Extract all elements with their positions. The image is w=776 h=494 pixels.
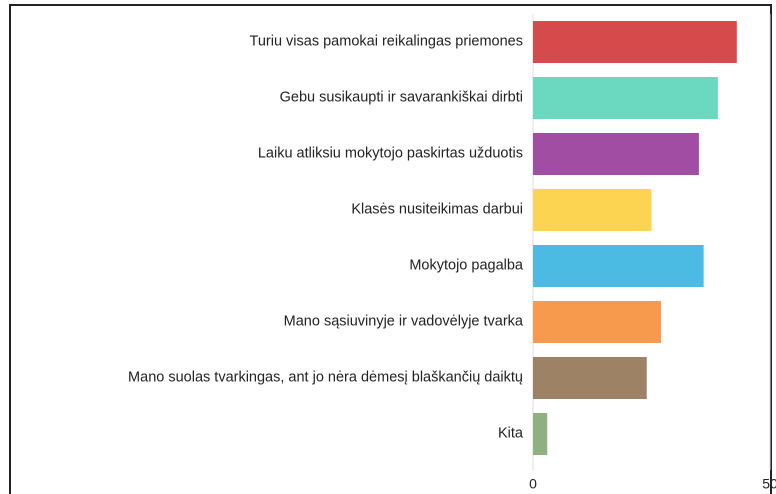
y-tick-label: Turiu visas pamokai reikalingas priemone…	[249, 33, 523, 50]
bar	[533, 189, 652, 231]
y-tick-label: Mokytojo pagalba	[409, 257, 523, 274]
bar	[533, 245, 704, 287]
y-tick-label: Gebu susikaupti ir savarankiškai dirbti	[279, 89, 523, 106]
bar	[533, 77, 718, 119]
bar	[533, 357, 647, 399]
y-tick-label: Kita	[498, 425, 523, 442]
y-tick-label: Klasės nusiteikimas darbui	[351, 201, 523, 218]
y-tick-label: Mano suolas tvarkingas, ant jo nėra dėme…	[128, 369, 523, 386]
bar	[533, 301, 661, 343]
x-tick-label: 0	[529, 476, 537, 492]
frame	[9, 4, 772, 494]
y-tick-label: Laiku atliksiu mokytojo paskirtas užduot…	[257, 145, 523, 162]
bar	[533, 21, 737, 63]
bar	[533, 413, 548, 455]
x-tick-label: 50	[762, 476, 776, 492]
bar	[533, 133, 699, 175]
y-tick-label: Mano sąsiuvinyje ir vadovėlyje tvarka	[283, 313, 523, 330]
